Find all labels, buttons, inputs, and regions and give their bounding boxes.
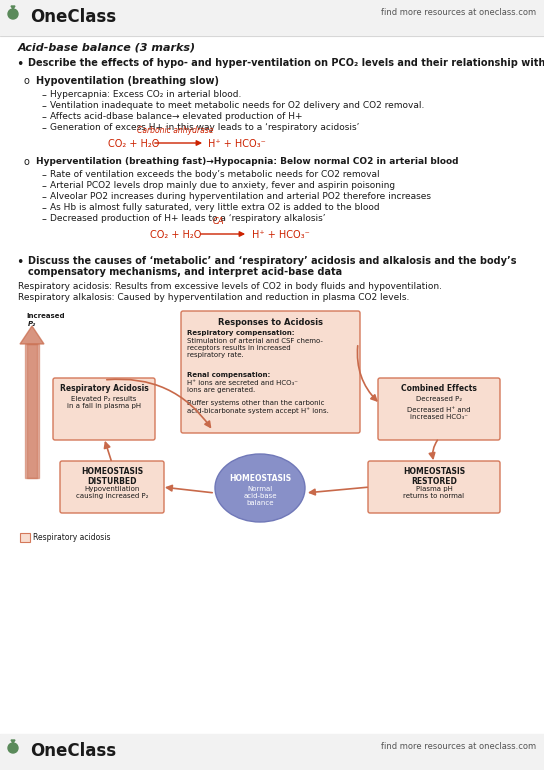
Polygon shape — [20, 326, 44, 344]
Text: –: – — [42, 192, 47, 202]
Text: Respiratory acidosis: Results from excessive levels of CO2 in body fluids and hy: Respiratory acidosis: Results from exces… — [18, 282, 442, 291]
FancyBboxPatch shape — [60, 461, 164, 513]
Text: Respiratory Acidosis: Respiratory Acidosis — [60, 384, 149, 393]
Text: Stimulation of arterial and CSF chemo-
receptors results in increased
respirator: Stimulation of arterial and CSF chemo- r… — [187, 338, 323, 358]
Text: Discuss the causes of ‘metabolic’ and ‘respiratory’ acidosis and alkalosis and t: Discuss the causes of ‘metabolic’ and ‘r… — [28, 256, 516, 266]
Text: find more resources at oneclass.com: find more resources at oneclass.com — [381, 742, 536, 751]
Text: Combined Effects: Combined Effects — [401, 384, 477, 393]
Text: H⁺ ions are secreted and HCO₃⁻
ions are generated.: H⁺ ions are secreted and HCO₃⁻ ions are … — [187, 380, 298, 393]
Text: –: – — [42, 203, 47, 213]
Bar — [27, 344, 37, 478]
Text: Ventilation inadequate to meet metabolic needs for O2 delivery and CO2 removal.: Ventilation inadequate to meet metabolic… — [50, 101, 424, 110]
Polygon shape — [11, 740, 15, 743]
Bar — [0, 0, 544, 36]
Text: Hypoventilation
causing increased P₂: Hypoventilation causing increased P₂ — [76, 486, 149, 499]
Text: P₂: P₂ — [28, 321, 36, 327]
Text: •: • — [16, 58, 23, 71]
Text: Decreased production of H+ leads to a ‘respiratory alkalosis’: Decreased production of H+ leads to a ‘r… — [50, 214, 325, 223]
Text: Increased: Increased — [26, 313, 65, 319]
Text: –: – — [42, 170, 47, 180]
Text: Plasma pH
returns to normal: Plasma pH returns to normal — [404, 486, 465, 499]
Text: Acid-base balance (3 marks): Acid-base balance (3 marks) — [18, 42, 196, 52]
Text: Alveolar PO2 increases during hyperventilation and arterial PO2 therefore increa: Alveolar PO2 increases during hyperventi… — [50, 192, 431, 201]
FancyBboxPatch shape — [181, 311, 360, 433]
Text: Carbonic anhydrase: Carbonic anhydrase — [137, 126, 213, 135]
Bar — [20, 533, 30, 542]
Text: Decreased P₂: Decreased P₂ — [416, 396, 462, 402]
FancyBboxPatch shape — [53, 378, 155, 440]
Text: compensatory mechanisms, and interpret acid-base data: compensatory mechanisms, and interpret a… — [28, 267, 342, 277]
Bar — [25, 344, 39, 478]
Ellipse shape — [215, 454, 305, 522]
Text: H⁺ + HCO₃⁻: H⁺ + HCO₃⁻ — [208, 139, 266, 149]
Text: HOMEOSTASIS
RESTORED: HOMEOSTASIS RESTORED — [403, 467, 465, 487]
Bar — [0, 734, 544, 770]
Text: –: – — [42, 214, 47, 224]
Text: o: o — [24, 157, 30, 167]
Text: Respiratory compensation:: Respiratory compensation: — [187, 330, 294, 336]
Text: Hyperventilation (breathing fast)→Hypocapnia: Below normal CO2 in arterial blood: Hyperventilation (breathing fast)→Hypoca… — [36, 157, 459, 166]
Text: o: o — [24, 76, 30, 86]
Text: Renal compensation:: Renal compensation: — [187, 372, 270, 378]
Text: Buffer systems other than the carbonic
acid-bicarbonate system accept H⁺ ions.: Buffer systems other than the carbonic a… — [187, 400, 329, 414]
Text: CA: CA — [212, 217, 224, 226]
FancyBboxPatch shape — [378, 378, 500, 440]
Text: –: – — [42, 112, 47, 122]
Text: As Hb is almost fully saturated, very little extra O2 is added to the blood: As Hb is almost fully saturated, very li… — [50, 203, 380, 212]
Text: Respiratory alkalosis: Caused by hyperventilation and reduction in plasma CO2 le: Respiratory alkalosis: Caused by hyperve… — [18, 293, 410, 302]
Text: Elevated P₂ results
in a fall in plasma pH: Elevated P₂ results in a fall in plasma … — [67, 396, 141, 409]
Text: H⁺ + HCO₃⁻: H⁺ + HCO₃⁻ — [252, 230, 310, 240]
Text: Arterial PCO2 levels drop mainly due to anxiety, fever and aspirin poisoning: Arterial PCO2 levels drop mainly due to … — [50, 181, 395, 190]
Text: HOMEOSTASIS: HOMEOSTASIS — [229, 474, 291, 483]
Text: Describe the effects of hypo- and hyper-ventilation on PCO₂ levels and their rel: Describe the effects of hypo- and hyper-… — [28, 58, 544, 68]
Text: Hypercapnia: Excess CO₂ in arterial blood.: Hypercapnia: Excess CO₂ in arterial bloo… — [50, 90, 242, 99]
Text: CO₂ + H₂O: CO₂ + H₂O — [108, 139, 159, 149]
Text: Respiratory acidosis: Respiratory acidosis — [33, 533, 110, 542]
Text: Decreased H⁺ and
increased HCO₃⁻: Decreased H⁺ and increased HCO₃⁻ — [407, 407, 471, 420]
Text: Affects acid-dbase balance→ elevated production of H+: Affects acid-dbase balance→ elevated pro… — [50, 112, 302, 121]
Text: –: – — [42, 181, 47, 191]
Text: CO₂ + H₂O: CO₂ + H₂O — [150, 230, 201, 240]
Text: HOMEOSTASIS
DISTURBED: HOMEOSTASIS DISTURBED — [81, 467, 143, 487]
Text: find more resources at oneclass.com: find more resources at oneclass.com — [381, 8, 536, 17]
Text: –: – — [42, 101, 47, 111]
Text: Normal
acid-base
balance: Normal acid-base balance — [243, 486, 277, 506]
Circle shape — [8, 9, 18, 19]
FancyBboxPatch shape — [368, 461, 500, 513]
Text: Generation of excess H+ in this way leads to a ‘respiratory acidosis’: Generation of excess H+ in this way lead… — [50, 123, 360, 132]
Text: OneClass: OneClass — [30, 8, 116, 26]
Text: Responses to Acidosis: Responses to Acidosis — [218, 318, 323, 327]
Text: Hypoventilation (breathing slow): Hypoventilation (breathing slow) — [36, 76, 219, 86]
Polygon shape — [11, 6, 15, 9]
Text: Rate of ventilation exceeds the body’s metabolic needs for CO2 removal: Rate of ventilation exceeds the body’s m… — [50, 170, 380, 179]
Text: •: • — [16, 256, 23, 269]
Text: –: – — [42, 90, 47, 100]
Text: OneClass: OneClass — [30, 742, 116, 760]
Text: –: – — [42, 123, 47, 133]
Circle shape — [8, 743, 18, 753]
